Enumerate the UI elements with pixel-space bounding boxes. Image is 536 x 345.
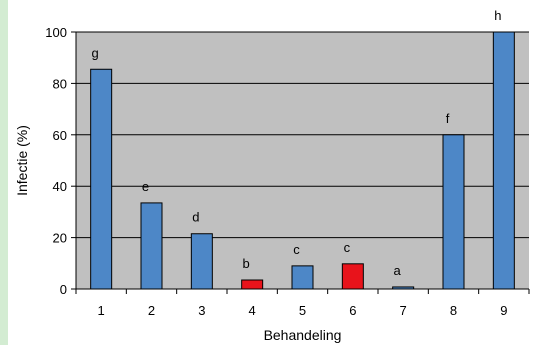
y-tick-label: 80 bbox=[53, 76, 67, 91]
x-tick-label: 4 bbox=[249, 303, 256, 318]
y-tick-label: 20 bbox=[53, 231, 67, 246]
bar-letters: g e d b c c a f h bbox=[92, 8, 502, 278]
x-tick-label: 9 bbox=[500, 303, 507, 318]
bar-letter-5: c bbox=[293, 242, 300, 257]
y-ticks: 0 20 40 60 80 100 bbox=[45, 25, 76, 297]
bar-3 bbox=[190, 233, 213, 290]
bar-6 bbox=[341, 263, 364, 290]
bar-9 bbox=[492, 31, 515, 290]
x-tick-label: 1 bbox=[98, 303, 105, 318]
x-tick-label: 3 bbox=[198, 303, 205, 318]
x-tick-label: 7 bbox=[400, 303, 407, 318]
bar-letter-9: h bbox=[494, 8, 501, 23]
bar-letter-8: f bbox=[446, 111, 450, 126]
y-tick-label: 60 bbox=[53, 128, 67, 143]
y-tick-label: 0 bbox=[60, 282, 67, 297]
bar-2 bbox=[140, 202, 163, 290]
x-tick-label: 5 bbox=[299, 303, 306, 318]
x-axis-title: Behandeling bbox=[264, 327, 342, 343]
bar-letter-4: b bbox=[243, 256, 250, 271]
bar-8 bbox=[442, 134, 465, 290]
y-axis-title: Infectie (%) bbox=[14, 125, 30, 196]
bar-letter-6: c bbox=[344, 240, 351, 255]
bar-5 bbox=[291, 265, 314, 290]
y-tick-label: 40 bbox=[53, 179, 67, 194]
bar-letter-1: g bbox=[92, 45, 99, 60]
x-tick-label: 2 bbox=[148, 303, 155, 318]
x-tick-label: 6 bbox=[349, 303, 356, 318]
bar-1 bbox=[90, 68, 113, 290]
bar-letter-2: e bbox=[142, 179, 149, 194]
bar-letter-7: a bbox=[394, 263, 402, 278]
bar-letter-3: d bbox=[192, 210, 199, 225]
x-ticks: 1 2 3 4 5 6 7 8 9 bbox=[75, 289, 530, 318]
bar-4 bbox=[241, 279, 264, 290]
x-tick-label: 8 bbox=[450, 303, 457, 318]
y-tick-label: 100 bbox=[45, 25, 67, 40]
